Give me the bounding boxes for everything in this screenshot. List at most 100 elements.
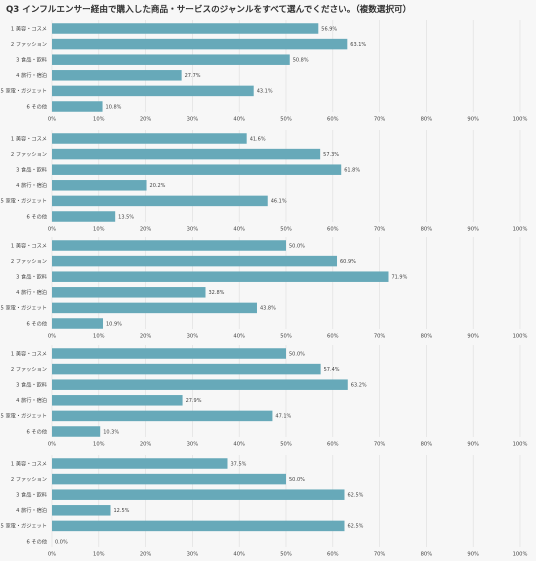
category-label: 2 ファッション (11, 258, 47, 265)
bar (52, 240, 286, 251)
data-label: 50.0% (289, 243, 305, 249)
bar-chart-2: 0% 10% 20% 30% 40% 50% 60% 70% 80% 90% 100% 1 美容・コス… (1, 130, 528, 233)
category-label: 3 食品・飲料 (16, 381, 47, 389)
category-label: 4 旅行・宿泊 (16, 181, 47, 189)
category-label: 6 その他 (26, 319, 47, 327)
category-label: 2 ファッション (11, 366, 47, 373)
bar (52, 101, 103, 112)
category-label: 1 美容・コスメ (11, 459, 47, 467)
x-tick-label: 50% (280, 442, 292, 448)
x-tick-label: 90% (467, 334, 479, 340)
bar (52, 180, 147, 191)
data-label: 63.1% (350, 42, 366, 48)
category-label: 1 美容・コスメ (11, 134, 47, 142)
data-label: 57.3% (323, 152, 339, 158)
x-tick-label: 50% (280, 227, 292, 233)
x-tick-label: 40% (233, 442, 245, 448)
x-tick-label: 70% (374, 117, 386, 123)
data-label: 10.3% (103, 429, 119, 435)
bar (52, 520, 345, 532)
bar (52, 489, 345, 500)
category-label: 6 その他 (26, 427, 47, 435)
x-tick-label: 70% (374, 552, 386, 558)
bar (52, 133, 247, 144)
bar (52, 54, 290, 65)
x-tick-label: 0% (48, 117, 56, 123)
x-tick-label: 90% (467, 442, 479, 448)
x-tick-label: 90% (467, 552, 479, 558)
x-tick-label: 30% (187, 334, 199, 340)
x-tick-label: 100% (513, 227, 528, 233)
bar-chart-3: 0% 10% 20% 30% 40% 50% 60% 70% 80% 90% 100% 1 美容・コス… (1, 237, 527, 340)
category-label: 5 家電・ガジェット (1, 522, 47, 530)
x-tick-label: 70% (374, 442, 386, 448)
category-label: 1 美容・コスメ (11, 241, 47, 249)
x-tick-label: 80% (421, 227, 433, 233)
bar-chart-4: 0% 10% 20% 30% 40% 50% 60% 70% 80% 90% 100% 1 美容・コス… (1, 345, 527, 448)
bar (52, 363, 321, 375)
category-label: 5 家電・ガジェット (1, 197, 47, 205)
data-label: 12.5% (114, 508, 130, 514)
x-tick-label: 10% (93, 117, 105, 123)
category-label: 1 美容・コスメ (11, 24, 47, 32)
x-tick-label: 80% (421, 117, 433, 123)
data-label: 10.8% (106, 104, 122, 110)
bar (52, 318, 104, 329)
category-label: 2 ファッション (11, 151, 47, 158)
x-tick-label: 40% (233, 227, 245, 233)
x-tick-label: 40% (233, 334, 245, 340)
x-tick-label: 20% (140, 442, 152, 448)
x-tick-label: 0% (48, 334, 56, 340)
bar (52, 426, 101, 437)
x-tick-label: 10% (93, 552, 105, 558)
bar (52, 85, 254, 97)
bar (52, 164, 342, 175)
data-label: 62.5% (348, 493, 364, 499)
category-label: 4 旅行・宿泊 (16, 288, 47, 296)
data-label: 32.8% (209, 290, 225, 296)
data-label: 56.9% (321, 26, 337, 32)
bar-chart-5: 0% 10% 20% 30% 40% 50% 60% 70% 80% 90% 100% 1 美容・コス… (1, 455, 528, 558)
x-tick-label: 100% (513, 552, 528, 558)
bar (52, 458, 228, 469)
x-tick-label: 10% (93, 334, 105, 340)
category-label: 3 食品・飲料 (16, 273, 47, 281)
x-tick-label: 0% (48, 442, 56, 448)
x-tick-label: 60% (327, 442, 339, 448)
x-tick-label: 30% (187, 227, 199, 233)
x-tick-label: 20% (140, 227, 152, 233)
x-tick-label: 60% (327, 117, 339, 123)
x-tick-label: 80% (421, 552, 433, 558)
x-tick-label: 0% (48, 552, 56, 558)
x-tick-label: 30% (187, 117, 199, 123)
data-label: 50.8% (293, 58, 309, 64)
data-label: 50.0% (289, 351, 305, 357)
bar (52, 255, 338, 267)
data-label: 62.5% (348, 524, 364, 530)
category-label: 6 その他 (26, 212, 47, 220)
category-label: 3 食品・飲料 (16, 56, 47, 64)
x-tick-label: 70% (374, 227, 386, 233)
data-label: 27.9% (186, 398, 202, 404)
bar (52, 38, 348, 50)
bar (52, 473, 286, 485)
bar (52, 379, 348, 390)
bar (52, 348, 286, 359)
x-tick-label: 60% (327, 334, 339, 340)
category-label: 5 家電・ガジェット (1, 412, 47, 420)
data-label: 41.6% (250, 136, 266, 142)
bar (52, 395, 183, 406)
x-tick-label: 20% (140, 334, 152, 340)
data-label: 37.5% (231, 461, 247, 467)
bar (52, 271, 389, 282)
x-tick-label: 50% (280, 552, 292, 558)
bar (52, 148, 321, 160)
x-tick-label: 60% (327, 227, 339, 233)
category-label: 4 旅行・宿泊 (16, 506, 47, 514)
x-tick-label: 100% (513, 117, 528, 123)
category-label: 4 旅行・宿泊 (16, 71, 47, 79)
x-tick-label: 10% (93, 227, 105, 233)
x-tick-label: 20% (140, 117, 152, 123)
category-label: 6 その他 (26, 537, 47, 545)
